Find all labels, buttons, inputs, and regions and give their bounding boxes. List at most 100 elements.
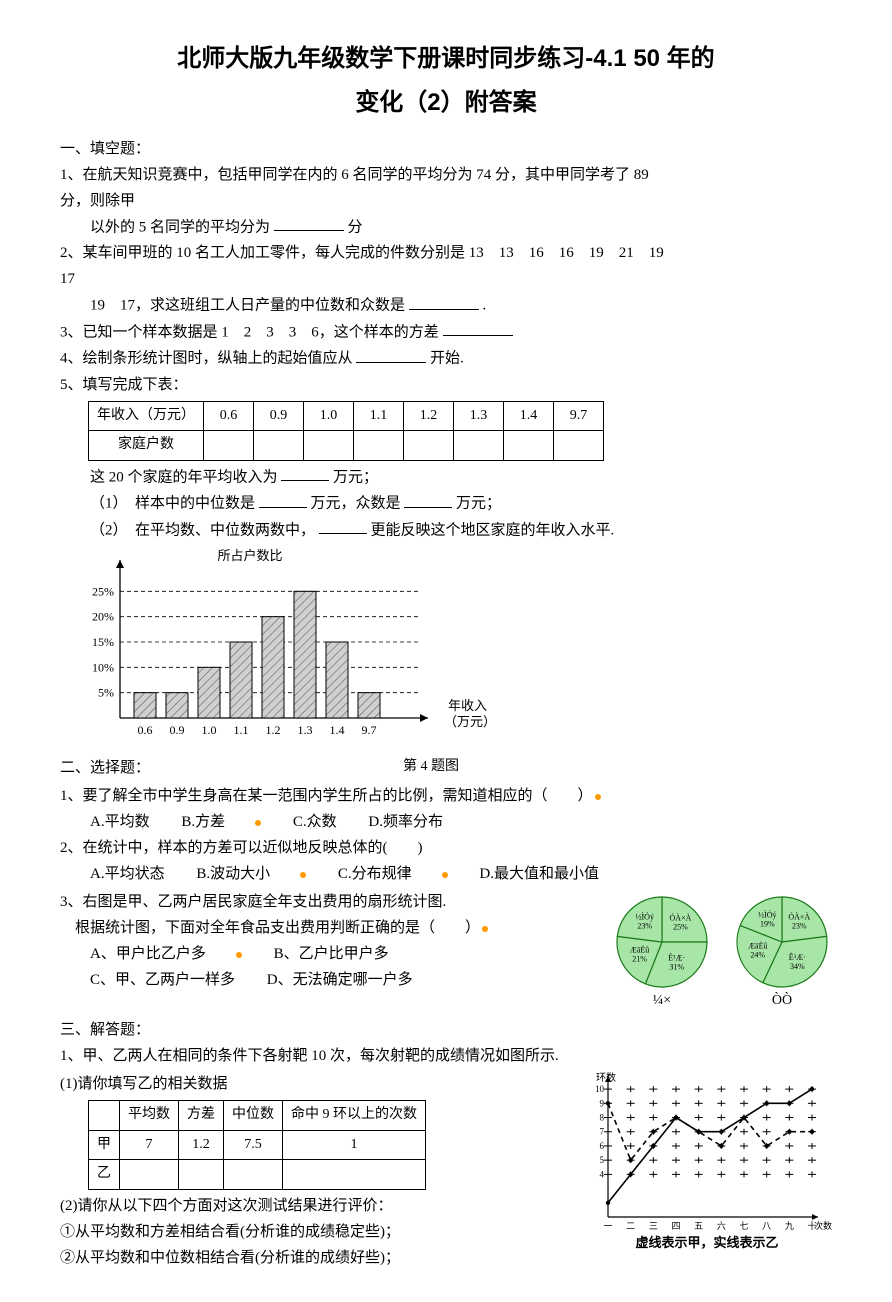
q4-blank[interactable] xyxy=(356,346,426,363)
c1-a[interactable]: A.平均数 xyxy=(90,810,150,834)
q5-b7[interactable] xyxy=(554,431,604,460)
q4-text-a: 4、绘制条形统计图时，纵轴上的起始值应从 xyxy=(60,351,353,367)
q2-blank[interactable] xyxy=(409,293,479,310)
svg-text:24%: 24% xyxy=(750,951,765,960)
q3-text: 3、已知一个样本数据是 1 2 3 3 6，这个样本的方差 xyxy=(60,324,439,340)
pie-right-caption: ÒÒ xyxy=(732,990,832,1012)
q5-b4[interactable] xyxy=(404,431,454,460)
c3-d[interactable]: D、无法确定哪一户多 xyxy=(267,968,413,992)
bar-chart: 5%10%15%20%25%0.60.91.01.11.21.31.49.7所占… xyxy=(60,548,490,748)
c1-b[interactable]: B.方差 xyxy=(181,810,225,834)
c2-opts: A.平均状态 B.波动大小 C.分布规律 D.最大值和最小值 xyxy=(60,862,832,886)
c2-a[interactable]: A.平均状态 xyxy=(90,862,165,886)
s1-y0: 乙 xyxy=(89,1160,120,1189)
svg-text:31%: 31% xyxy=(669,963,684,972)
line-chart-legend: 虚线表示甲，实线表示乙 xyxy=(582,1233,832,1254)
c1-stem-text: 1、要了解全市中学生身高在某一范围内学生所占的比例，需知道相应的（ ） xyxy=(60,788,593,804)
svg-text:八: 八 xyxy=(762,1221,771,1231)
s1-j1: 7 xyxy=(120,1130,179,1159)
svg-text:20%: 20% xyxy=(92,610,114,624)
q5-c3: 1.1 xyxy=(354,401,404,430)
q5-c7: 9.7 xyxy=(554,401,604,430)
q5-s1a: 这 20 个家庭的年平均收入为 xyxy=(90,469,278,485)
c1-d[interactable]: D.频率分布 xyxy=(368,810,443,834)
pie-left-wrap: ÓÀ×À25%Ê³Æ·31%ÆäËû21%½ÌÓý23% ¼× xyxy=(612,892,712,1012)
s1-y3[interactable] xyxy=(224,1160,283,1189)
q1-line2: 分，则除甲 xyxy=(60,189,832,213)
svg-text:½ÌÓý: ½ÌÓý xyxy=(636,911,654,921)
c2-d[interactable]: D.最大值和最小值 xyxy=(479,862,599,886)
dot-icon xyxy=(442,872,448,878)
c1-c[interactable]: C.众数 xyxy=(293,810,337,834)
svg-text:所占户数比: 所占户数比 xyxy=(217,548,282,563)
svg-text:½ÌÓý: ½ÌÓý xyxy=(758,909,776,919)
svg-text:9: 9 xyxy=(600,1099,605,1109)
s1-row: (1)请你填写乙的相关数据 平均数 方差 中位数 命中 9 环以上的次数 甲 7… xyxy=(60,1070,832,1271)
subtitle: 变化（2）附答案 xyxy=(60,84,832,122)
q1-text-c: 以外的 5 名同学的平均分为 xyxy=(90,219,270,235)
svg-text:ÆäËû: ÆäËû xyxy=(748,942,768,951)
svg-text:21%: 21% xyxy=(632,954,647,963)
s1-sub2b: ②从平均数和中位数相结合看(分析谁的成绩好些)； xyxy=(60,1246,582,1270)
svg-text:ÓÀ×À: ÓÀ×À xyxy=(788,911,810,921)
dot-icon xyxy=(595,794,601,800)
q5-b2[interactable] xyxy=(304,431,354,460)
q5-s3-blank[interactable] xyxy=(319,518,367,535)
q2-line3: 19 17，求这班组工人日产量的中位数和众数是 . xyxy=(60,293,832,318)
svg-text:三: 三 xyxy=(649,1221,658,1231)
q3-blank[interactable] xyxy=(443,320,513,337)
svg-text:34%: 34% xyxy=(790,962,805,971)
q5-sub3: （2） 在平均数、中位数两数中， 更能反映这个地区家庭的年收入水平. xyxy=(60,518,832,543)
q5-s2-blank2[interactable] xyxy=(404,491,452,508)
c2-b[interactable]: B.波动大小 xyxy=(196,862,270,886)
svg-text:九: 九 xyxy=(785,1221,794,1231)
svg-text:1.3: 1.3 xyxy=(298,723,313,737)
c3-a[interactable]: A、甲户比乙户多 xyxy=(90,942,206,966)
q5-s3a: （2） 在平均数、中位数两数中， xyxy=(90,522,315,538)
svg-text:二: 二 xyxy=(626,1221,635,1231)
s1-y4[interactable] xyxy=(283,1160,426,1189)
q5-b0[interactable] xyxy=(204,431,254,460)
q5-s1-blank[interactable] xyxy=(281,465,329,482)
pie-left: ÓÀ×À25%Ê³Æ·31%ÆäËû21%½ÌÓý23% xyxy=(612,892,712,992)
q5-c4: 1.2 xyxy=(404,401,454,430)
q5-b1[interactable] xyxy=(254,431,304,460)
svg-text:7: 7 xyxy=(600,1127,605,1137)
c2-c[interactable]: C.分布规律 xyxy=(338,862,412,886)
q4-text-b: 开始. xyxy=(430,351,464,367)
q5-c0: 0.6 xyxy=(204,401,254,430)
q5-b5[interactable] xyxy=(454,431,504,460)
s1-y1[interactable] xyxy=(120,1160,179,1189)
section-fill: 一、填空题： xyxy=(60,137,832,161)
svg-text:一: 一 xyxy=(603,1221,612,1231)
svg-text:25%: 25% xyxy=(673,923,688,932)
q4: 4、绘制条形统计图时，纵轴上的起始值应从 开始. xyxy=(60,346,832,371)
s1-h0 xyxy=(89,1101,120,1130)
svg-text:23%: 23% xyxy=(637,921,652,930)
s1-h4: 命中 9 环以上的次数 xyxy=(283,1101,426,1130)
q1-blank[interactable] xyxy=(274,215,344,232)
q5-b3[interactable] xyxy=(354,431,404,460)
c3-row: 3、右图是甲、乙两户居民家庭全年支出费用的扇形统计图. 根据统计图，下面对全年食… xyxy=(60,888,832,1012)
q5-s1b: 万元； xyxy=(333,469,378,485)
svg-text:0.9: 0.9 xyxy=(170,723,185,737)
c3-opts2: C、甲、乙两户一样多 D、无法确定哪一户多 xyxy=(60,968,612,992)
svg-text:年收入: 年收入 xyxy=(448,698,487,713)
q5-b6[interactable] xyxy=(504,431,554,460)
c2-stem: 2、在统计中，样本的方差可以近似地反映总体的( ) xyxy=(60,836,832,860)
bar-chart-wrap: 5%10%15%20%25%0.60.91.01.11.21.31.49.7所占… xyxy=(60,548,832,748)
s1-h1: 平均数 xyxy=(120,1101,179,1130)
q5-s2-blank1[interactable] xyxy=(259,491,307,508)
q5-head: 5、填写完成下表： xyxy=(60,373,832,397)
c1-stem: 1、要了解全市中学生身高在某一范围内学生所占的比例，需知道相应的（ ） xyxy=(60,784,832,808)
c3-b[interactable]: B、乙户比甲户多 xyxy=(274,942,389,966)
svg-text:1.0: 1.0 xyxy=(202,723,217,737)
c3-stem1: 3、右图是甲、乙两户居民家庭全年支出费用的扇形统计图. xyxy=(60,890,612,914)
svg-text:15%: 15% xyxy=(92,635,114,649)
s1-j3: 7.5 xyxy=(224,1130,283,1159)
c3-c[interactable]: C、甲、乙两户一样多 xyxy=(90,968,235,992)
s1-y2[interactable] xyxy=(179,1160,224,1189)
svg-text:六: 六 xyxy=(717,1220,726,1231)
q5-c1: 0.9 xyxy=(254,401,304,430)
svg-text:七: 七 xyxy=(739,1221,748,1231)
